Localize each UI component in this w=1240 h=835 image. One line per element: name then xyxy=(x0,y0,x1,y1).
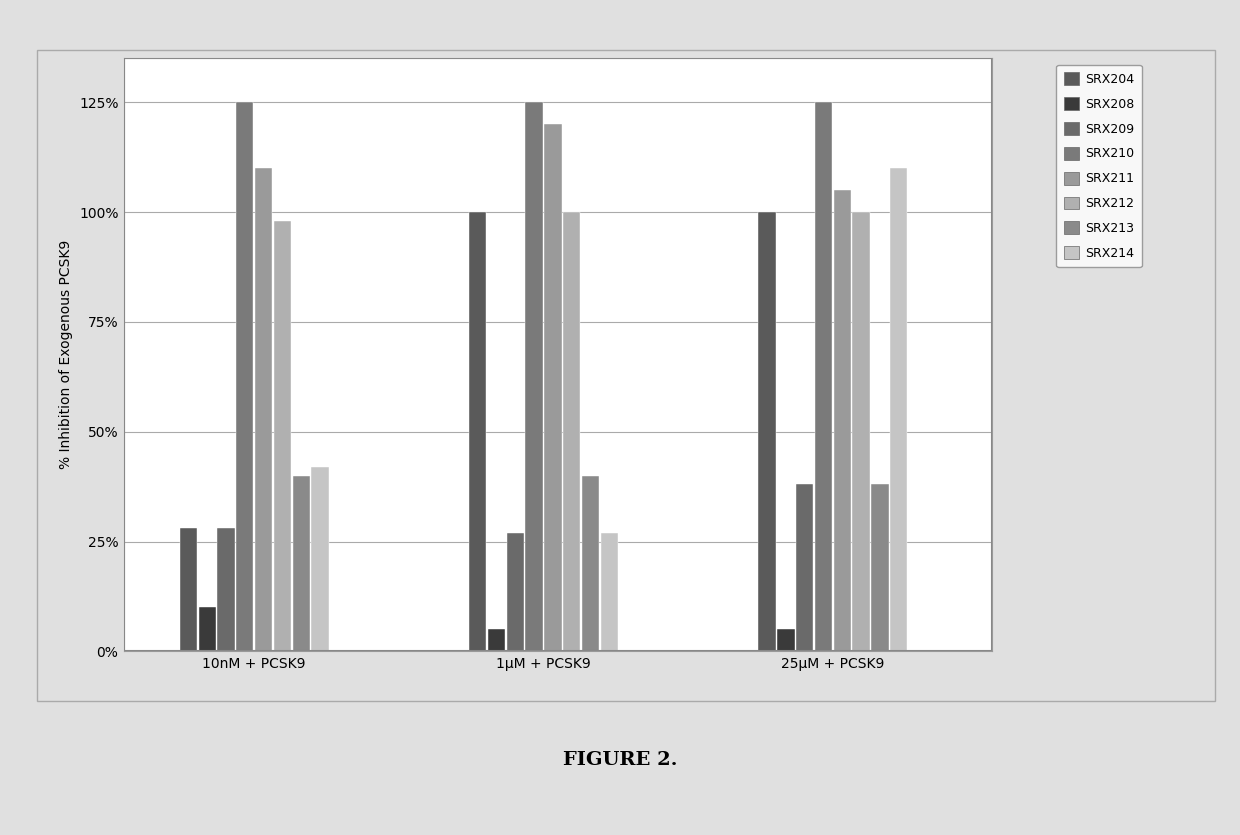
Bar xyxy=(563,212,580,651)
Y-axis label: % Inhibition of Exogenous PCSK9: % Inhibition of Exogenous PCSK9 xyxy=(60,240,73,469)
Bar xyxy=(180,529,197,651)
Bar xyxy=(507,533,525,651)
Bar xyxy=(582,476,599,651)
Bar xyxy=(544,124,562,651)
Bar xyxy=(526,103,543,651)
Bar xyxy=(217,529,234,651)
Bar xyxy=(236,103,253,651)
Bar xyxy=(796,484,813,651)
Bar xyxy=(124,58,992,651)
Bar xyxy=(833,190,851,651)
Bar xyxy=(872,484,889,651)
Bar xyxy=(311,467,329,651)
Bar xyxy=(469,212,486,651)
Bar xyxy=(890,168,908,651)
Bar xyxy=(759,212,776,651)
Bar xyxy=(815,103,832,651)
Bar xyxy=(487,630,505,651)
Text: FIGURE 2.: FIGURE 2. xyxy=(563,751,677,769)
Bar xyxy=(777,630,795,651)
Bar xyxy=(600,533,618,651)
Legend: SRX204, SRX208, SRX209, SRX210, SRX211, SRX212, SRX213, SRX214: SRX204, SRX208, SRX209, SRX210, SRX211, … xyxy=(1056,64,1142,267)
Bar xyxy=(274,221,291,651)
Bar xyxy=(293,476,310,651)
Bar xyxy=(198,607,216,651)
Bar xyxy=(255,168,273,651)
Bar xyxy=(852,212,869,651)
